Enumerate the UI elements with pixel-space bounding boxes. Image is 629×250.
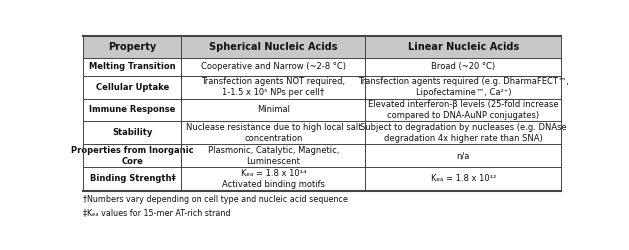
Bar bbox=[84, 98, 561, 121]
Text: Subject to degradation by nucleases (e.g. DNAse
degradation 4x higher rate than : Subject to degradation by nucleases (e.g… bbox=[360, 123, 567, 143]
Text: Property: Property bbox=[108, 42, 157, 52]
Text: Cellular Uptake: Cellular Uptake bbox=[96, 82, 169, 92]
Text: Binding Strength‡: Binding Strength‡ bbox=[89, 174, 175, 184]
Text: Kₑₐ = 1.8 x 10¹⁴
Activated binding motifs: Kₑₐ = 1.8 x 10¹⁴ Activated binding motif… bbox=[222, 169, 325, 189]
Bar bbox=[84, 167, 561, 191]
Text: Cooperative and Narrow (~2-8 °C): Cooperative and Narrow (~2-8 °C) bbox=[201, 62, 346, 71]
Text: Elevated interferon-β levels (25-fold increase
compared to DNA-AuNP conjugates): Elevated interferon-β levels (25-fold in… bbox=[368, 100, 559, 120]
Text: Stability: Stability bbox=[113, 128, 153, 137]
Bar bbox=[84, 76, 561, 98]
Text: Melting Transition: Melting Transition bbox=[89, 62, 175, 71]
Text: Immune Response: Immune Response bbox=[89, 106, 175, 114]
Bar bbox=[365, 36, 561, 58]
Text: Kₑₐ = 1.8 x 10¹²: Kₑₐ = 1.8 x 10¹² bbox=[431, 174, 496, 184]
Text: †Numbers vary depending on cell type and nucleic acid sequence: †Numbers vary depending on cell type and… bbox=[84, 194, 348, 203]
Text: Plasmonic, Catalytic, Magnetic,
Luminescent: Plasmonic, Catalytic, Magnetic, Luminesc… bbox=[208, 146, 339, 166]
Bar bbox=[84, 144, 561, 167]
Text: Spherical Nucleic Acids: Spherical Nucleic Acids bbox=[209, 42, 338, 52]
Text: Transfection agents required (e.g. DharmaFECT™,
Lipofectamine™, Ca²⁺): Transfection agents required (e.g. Dharm… bbox=[358, 77, 569, 97]
Text: Minimal: Minimal bbox=[257, 106, 290, 114]
Text: Properties from Inorganic
Core: Properties from Inorganic Core bbox=[71, 146, 194, 166]
Bar bbox=[84, 121, 561, 144]
Bar bbox=[84, 58, 561, 76]
Text: Nuclease resistance due to high local salt
concentration: Nuclease resistance due to high local sa… bbox=[186, 123, 361, 143]
Text: Transfection agents NOT required,
1-1.5 x 10⁵ NPs per cell†: Transfection agents NOT required, 1-1.5 … bbox=[201, 77, 345, 97]
Bar bbox=[84, 36, 181, 58]
Text: n/a: n/a bbox=[457, 151, 470, 160]
Bar bbox=[181, 36, 365, 58]
Text: Broad (~20 °C): Broad (~20 °C) bbox=[431, 62, 496, 71]
Text: Linear Nucleic Acids: Linear Nucleic Acids bbox=[408, 42, 519, 52]
Text: ‡Kₑₐ values for 15-mer AT-rich strand: ‡Kₑₐ values for 15-mer AT-rich strand bbox=[84, 208, 231, 217]
